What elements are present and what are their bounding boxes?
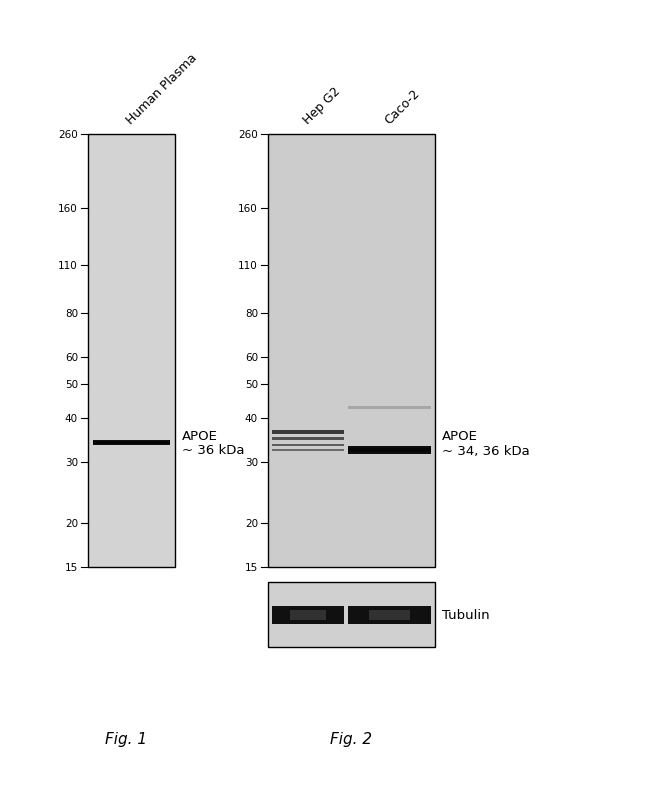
Text: 160: 160: [58, 204, 78, 213]
Text: ~ 34, 36 kDa: ~ 34, 36 kDa: [442, 445, 530, 458]
Text: 15: 15: [245, 562, 258, 573]
Text: ~ 36 kDa: ~ 36 kDa: [182, 444, 244, 456]
Text: 40: 40: [65, 414, 78, 423]
Bar: [272, 431, 344, 435]
Text: APOE: APOE: [182, 430, 218, 443]
Bar: [290, 610, 326, 620]
Text: 30: 30: [65, 457, 78, 468]
Text: 30: 30: [245, 457, 258, 468]
Bar: [88, 135, 175, 567]
Text: APOE: APOE: [442, 430, 478, 443]
Text: Fig. 1: Fig. 1: [105, 731, 148, 747]
Text: 20: 20: [65, 519, 78, 529]
Text: 160: 160: [239, 204, 258, 213]
Text: 60: 60: [245, 352, 258, 363]
Text: Fig. 2: Fig. 2: [330, 731, 372, 747]
Text: 60: 60: [65, 352, 78, 363]
Text: 15: 15: [65, 562, 78, 573]
Text: 110: 110: [58, 260, 78, 270]
Bar: [348, 406, 431, 409]
Bar: [369, 610, 410, 620]
Bar: [272, 606, 344, 624]
Bar: [272, 437, 344, 440]
Bar: [93, 441, 170, 446]
Bar: [93, 442, 170, 445]
Text: Tubulin: Tubulin: [442, 608, 489, 622]
Bar: [272, 449, 344, 451]
Text: 50: 50: [245, 380, 258, 390]
Text: 260: 260: [58, 130, 78, 140]
Text: 260: 260: [239, 130, 258, 140]
Text: 80: 80: [65, 309, 78, 318]
Bar: [272, 444, 344, 447]
Bar: [268, 582, 435, 647]
Text: 50: 50: [65, 380, 78, 390]
Bar: [348, 446, 431, 454]
Text: 110: 110: [239, 260, 258, 270]
Bar: [348, 606, 431, 624]
Text: Human Plasma: Human Plasma: [124, 51, 200, 127]
Text: 80: 80: [245, 309, 258, 318]
Text: Caco-2: Caco-2: [383, 87, 422, 127]
Text: 20: 20: [245, 519, 258, 529]
Bar: [268, 135, 435, 567]
Text: Hep G2: Hep G2: [301, 85, 343, 127]
Text: 40: 40: [245, 414, 258, 423]
Bar: [348, 448, 431, 452]
